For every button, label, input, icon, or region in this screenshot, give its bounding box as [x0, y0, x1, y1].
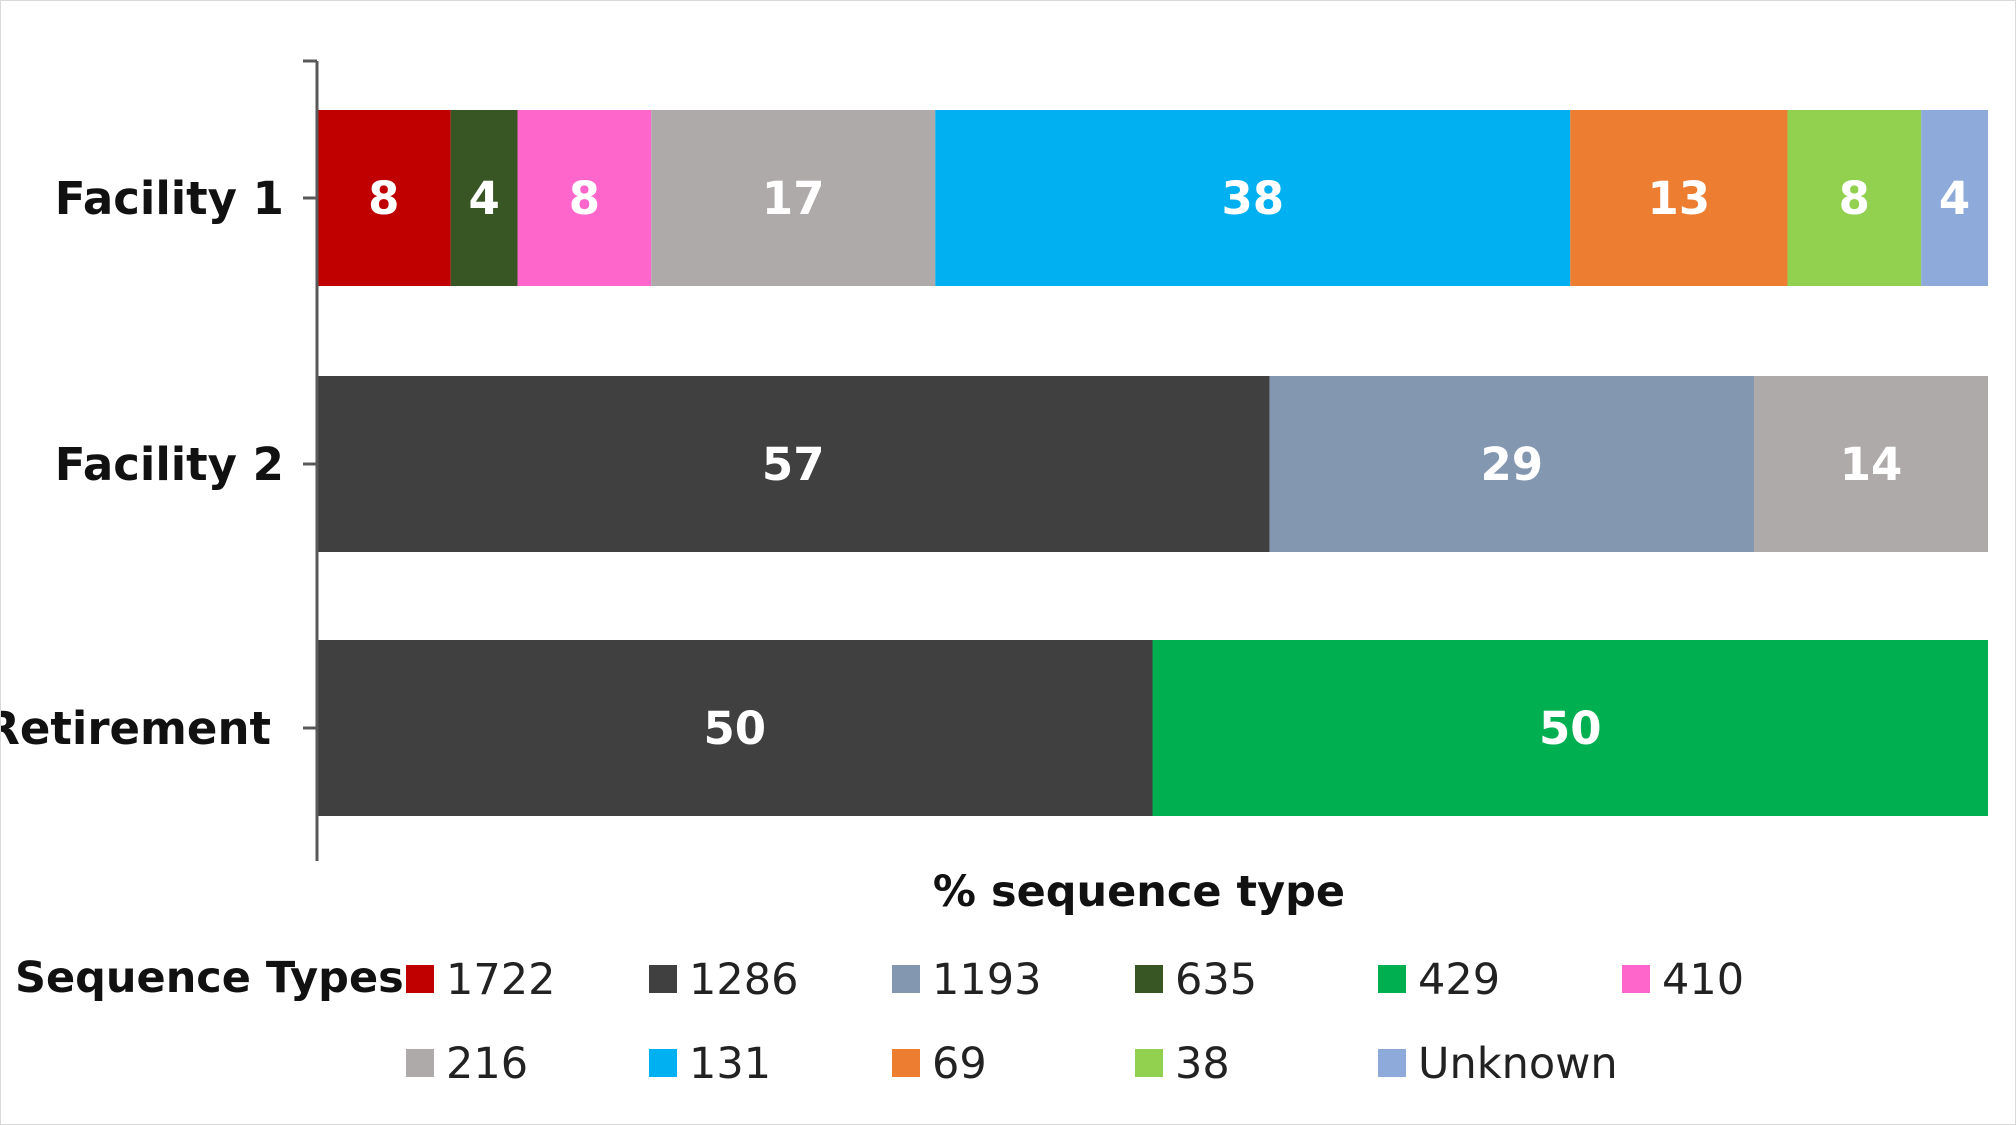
legend-label-410: 410 — [1662, 955, 1744, 1005]
legend-label-unknown: Unknown — [1418, 1039, 1618, 1089]
bar-segment-facility-2-1193 — [1269, 376, 1755, 552]
legend-label-69: 69 — [932, 1039, 987, 1089]
legend-label-38: 38 — [1175, 1039, 1230, 1089]
legend-swatch-1193 — [892, 965, 920, 993]
bar-segment-facility-2-216 — [1754, 376, 1988, 552]
data-label-facility-1-131: 38 — [1221, 172, 1284, 225]
data-label-retirement-1286: 50 — [703, 702, 766, 755]
x-axis-title: % sequence type — [933, 867, 1345, 917]
y-tick-label-retirement: Retirement — [1, 702, 271, 755]
data-label-facility-1-unknown: 4 — [1939, 172, 1970, 225]
legend-label-429: 429 — [1418, 955, 1500, 1005]
bar-segment-facility-1-1722 — [317, 110, 451, 286]
y-tick-label-facility-1: Facility 1 — [55, 172, 284, 225]
legend-swatch-unknown — [1378, 1049, 1406, 1077]
data-label-facility-1-410: 8 — [569, 172, 600, 225]
legend-label-635: 635 — [1175, 955, 1257, 1005]
y-tick-label-facility-2: Facility 2 — [55, 438, 284, 491]
bar-segment-facility-1-131 — [935, 110, 1571, 286]
legend-label-1193: 1193 — [932, 955, 1041, 1005]
data-label-retirement-429: 50 — [1539, 702, 1602, 755]
legend-swatch-1722 — [406, 965, 434, 993]
legend-label-131: 131 — [689, 1039, 771, 1089]
bar-segment-retirement-429 — [1152, 640, 1988, 816]
legend-swatch-216 — [406, 1049, 434, 1077]
bar-segment-facility-2-1286 — [317, 376, 1270, 552]
bar-segment-facility-1-216 — [651, 110, 936, 286]
data-label-facility-2-216: 14 — [1840, 438, 1903, 491]
data-label-facility-1-635: 4 — [468, 172, 499, 225]
bar-segment-facility-1-635 — [450, 110, 518, 286]
bar-segment-facility-1-410 — [517, 110, 652, 286]
data-label-facility-2-1286: 57 — [762, 438, 825, 491]
legend-swatch-38 — [1135, 1049, 1163, 1077]
legend-title: Sequence Types: — [15, 953, 421, 1003]
data-label-facility-2-1193: 29 — [1480, 438, 1543, 491]
legend-swatch-635 — [1135, 965, 1163, 993]
bar-segment-facility-1-unknown — [1921, 110, 1988, 286]
bar-segment-facility-1-38 — [1787, 110, 1922, 286]
data-label-facility-1-38: 8 — [1839, 172, 1870, 225]
legend-label-1286: 1286 — [689, 955, 798, 1005]
data-label-facility-1-69: 13 — [1648, 172, 1711, 225]
bar-segment-retirement-1286 — [317, 640, 1153, 816]
legend-swatch-1286 — [649, 965, 677, 993]
legend-swatch-69 — [892, 1049, 920, 1077]
legend-label-216: 216 — [446, 1039, 528, 1089]
legend-swatch-429 — [1378, 965, 1406, 993]
bar-segment-facility-1-69 — [1570, 110, 1788, 286]
legend-swatch-410 — [1622, 965, 1650, 993]
data-label-facility-1-1722: 8 — [368, 172, 399, 225]
legend-swatch-131 — [649, 1049, 677, 1077]
legend-label-1722: 1722 — [446, 955, 555, 1005]
data-label-facility-1-216: 17 — [762, 172, 825, 225]
